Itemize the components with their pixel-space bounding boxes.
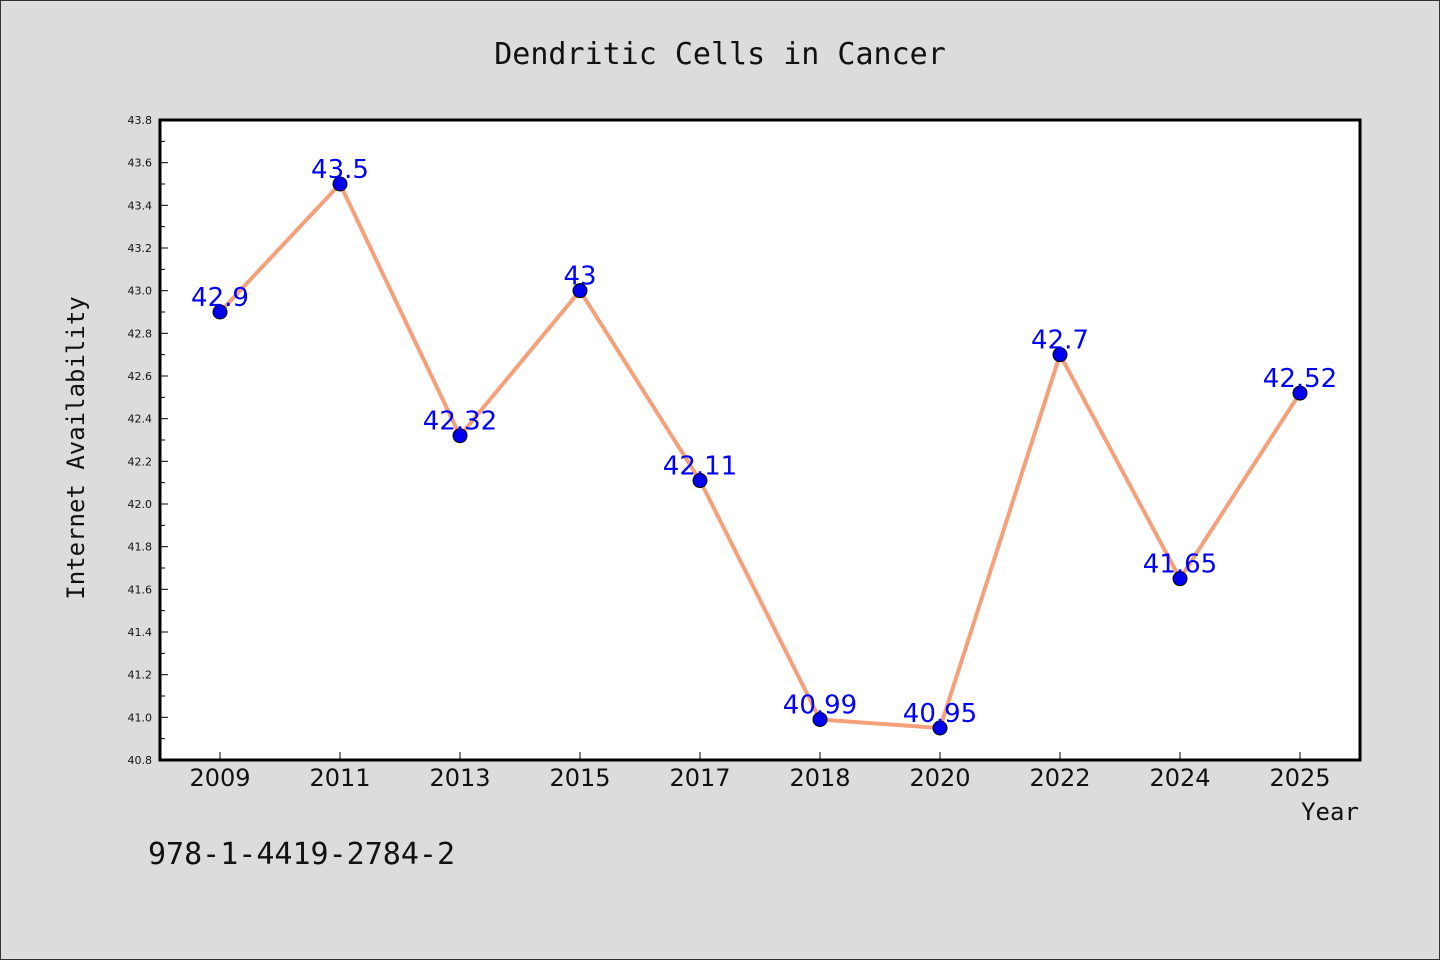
data-point bbox=[1172, 571, 1188, 587]
x-tick-label: 2022 bbox=[1029, 764, 1090, 792]
series-line bbox=[218, 182, 1302, 730]
data-label: 40.95 bbox=[903, 699, 977, 729]
y-tick-label: 42.8 bbox=[128, 327, 153, 340]
y-tick-label: 43.8 bbox=[128, 114, 153, 127]
data-label: 42.52 bbox=[1263, 364, 1337, 394]
data-point bbox=[692, 473, 708, 489]
y-tick-label: 42.2 bbox=[128, 455, 153, 468]
chart-title: Dendritic Cells in Cancer bbox=[494, 37, 946, 72]
y-tick-label: 43.0 bbox=[128, 285, 153, 298]
data-point bbox=[452, 428, 468, 444]
data-point bbox=[332, 176, 348, 192]
data-label: 40.99 bbox=[783, 690, 857, 720]
y-tick-label: 43.4 bbox=[128, 199, 153, 212]
data-point bbox=[572, 283, 588, 299]
data-point bbox=[812, 711, 828, 727]
data-point bbox=[212, 304, 228, 320]
data-label: 43.5 bbox=[311, 155, 369, 185]
y-axis-title: Internet Availability bbox=[62, 296, 90, 599]
data-label: 42.11 bbox=[663, 452, 737, 482]
x-tick-label: 2013 bbox=[429, 764, 490, 792]
x-axis-title: Year bbox=[1301, 798, 1359, 826]
x-tick-label: 2011 bbox=[309, 764, 370, 792]
plot-area bbox=[158, 118, 1362, 762]
x-tick-label: 2020 bbox=[909, 764, 970, 792]
data-point bbox=[1052, 347, 1068, 363]
data-label: 42.7 bbox=[1031, 326, 1089, 356]
data-point bbox=[932, 720, 948, 736]
x-axis: 2009 2011 2013 2015 2017 2018 2020 2022 2024 2025 bbox=[189, 752, 1331, 792]
data-label: 43 bbox=[563, 262, 596, 292]
y-tick-label: 41.8 bbox=[128, 541, 153, 554]
y-tick-label: 42.0 bbox=[128, 498, 153, 511]
y-tick-label: 41.2 bbox=[128, 669, 153, 682]
x-tick-label: 2018 bbox=[789, 764, 850, 792]
data-label: 41.65 bbox=[1143, 550, 1217, 580]
y-tick-label: 41.6 bbox=[128, 583, 153, 596]
data-label: 42.32 bbox=[423, 407, 497, 437]
x-tick-label: 2025 bbox=[1269, 764, 1330, 792]
y-tick-label: 42.6 bbox=[128, 370, 153, 383]
x-tick-label: 2009 bbox=[189, 764, 250, 792]
y-tick-label: 42.4 bbox=[128, 413, 153, 426]
y-tick-label: 41.4 bbox=[128, 626, 153, 639]
y-tick-label: 41.0 bbox=[128, 711, 153, 724]
y-axis: 40.8 41.0 41.2 41.4 41.6 41.8 42.0 42.2 42.4 42.6… bbox=[128, 114, 168, 767]
footnote-isbn: 978-1-4419-2784-2 bbox=[148, 837, 455, 872]
data-point bbox=[1292, 385, 1308, 401]
series-group bbox=[218, 182, 1302, 730]
y-tick-label: 40.8 bbox=[128, 754, 153, 767]
y-tick-label: 43.2 bbox=[128, 242, 153, 255]
x-tick-label: 2024 bbox=[1149, 764, 1210, 792]
data-label: 42.9 bbox=[191, 283, 249, 313]
data-labels-group: 42.9 43.5 42.32 43 42.11 40.99 40.95 42.7 41.65 4… bbox=[191, 155, 1337, 729]
x-tick-label: 2017 bbox=[669, 764, 730, 792]
points-group bbox=[212, 176, 1308, 736]
x-tick-label: 2015 bbox=[549, 764, 610, 792]
y-tick-label: 43.6 bbox=[128, 157, 153, 170]
